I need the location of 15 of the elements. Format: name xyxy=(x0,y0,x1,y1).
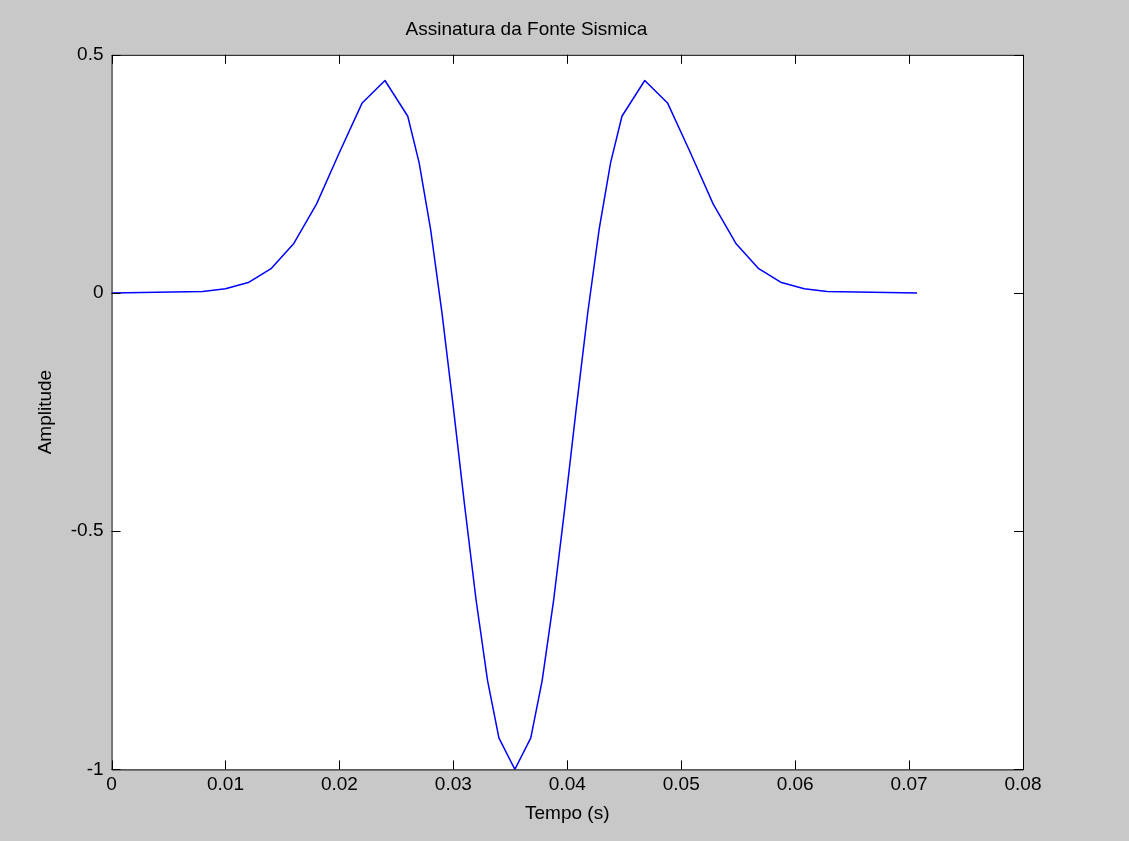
x-tick-label: 0.07 xyxy=(890,773,928,795)
y-tick-label: -0.5 xyxy=(70,519,104,541)
x-tick-label: 0.01 xyxy=(206,773,244,795)
chart-title: Assinatura da Fonte Sismica xyxy=(405,17,648,39)
y-tick-label: 0 xyxy=(92,281,104,303)
x-tick-label: 0.05 xyxy=(662,773,700,795)
x-tick-label: 0.04 xyxy=(548,773,587,795)
x-axis-title: Tempo (s) xyxy=(525,801,610,823)
x-tick-label: 0.08 xyxy=(1004,773,1042,795)
y-axis-title: Amplitude xyxy=(33,369,55,455)
y-tick-label: 0.5 xyxy=(77,43,104,65)
x-tick-label: 0.02 xyxy=(320,773,358,795)
x-tick-label: 0.06 xyxy=(776,773,814,795)
x-tick-label: 0.03 xyxy=(434,773,472,795)
y-tick-label: -1 xyxy=(86,757,104,779)
